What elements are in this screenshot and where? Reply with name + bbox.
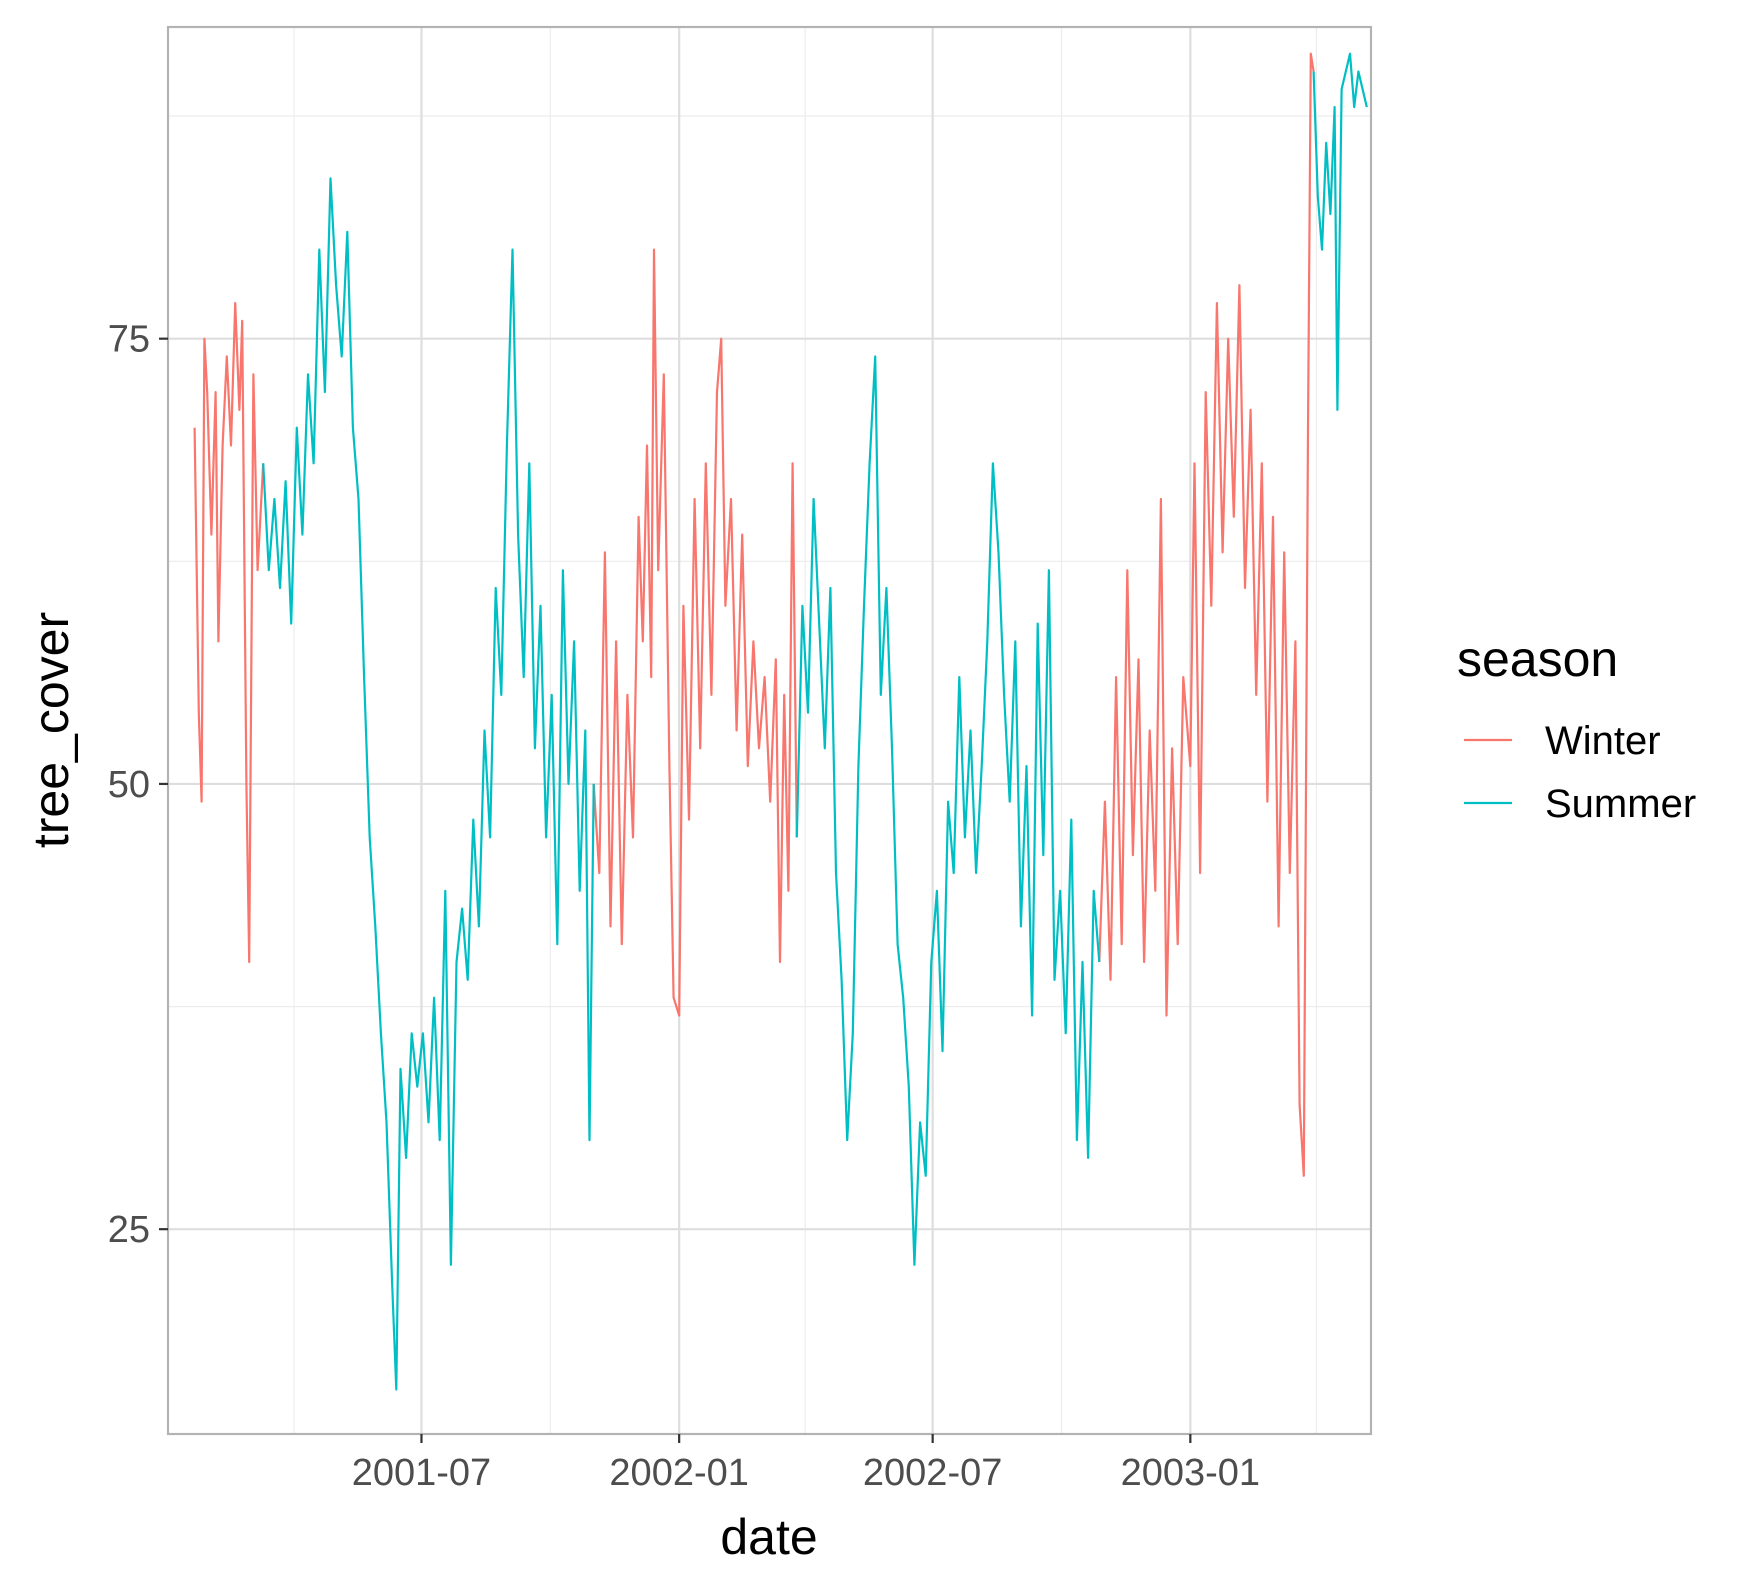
series-line-summer	[795, 355, 1101, 1266]
x-tick-label: 2002-07	[863, 1452, 1002, 1494]
legend: season Winter Summer	[1457, 631, 1696, 826]
y-axis-title: tree_cover	[23, 612, 79, 848]
x-tick-label: 2002-01	[609, 1452, 748, 1494]
series-line-summer	[262, 177, 595, 1391]
series-line-winter	[592, 248, 798, 1017]
x-tick-label: 2001-07	[352, 1452, 491, 1494]
minor-grid	[168, 27, 1371, 1434]
legend-title: season	[1457, 631, 1618, 687]
plot-background	[168, 27, 1371, 1434]
legend-label-winter: Winter	[1545, 719, 1661, 763]
series-line-winter	[1098, 52, 1315, 1177]
x-axis-title: date	[720, 1509, 817, 1565]
series-line-winter	[193, 302, 265, 964]
legend-label-summer: Summer	[1545, 782, 1696, 826]
series-layer	[193, 52, 1368, 1391]
y-tick-label: 75	[108, 319, 150, 361]
y-tick-label: 25	[108, 1209, 150, 1251]
axis-ticks: 25 50 75 2001-07 2002-01 2002-07 2003-01	[108, 319, 1260, 1494]
x-tick-label: 2003-01	[1121, 1452, 1260, 1494]
y-tick-label: 50	[108, 764, 150, 806]
plot-border	[166, 25, 1373, 1436]
series-line-summer	[1312, 52, 1368, 411]
